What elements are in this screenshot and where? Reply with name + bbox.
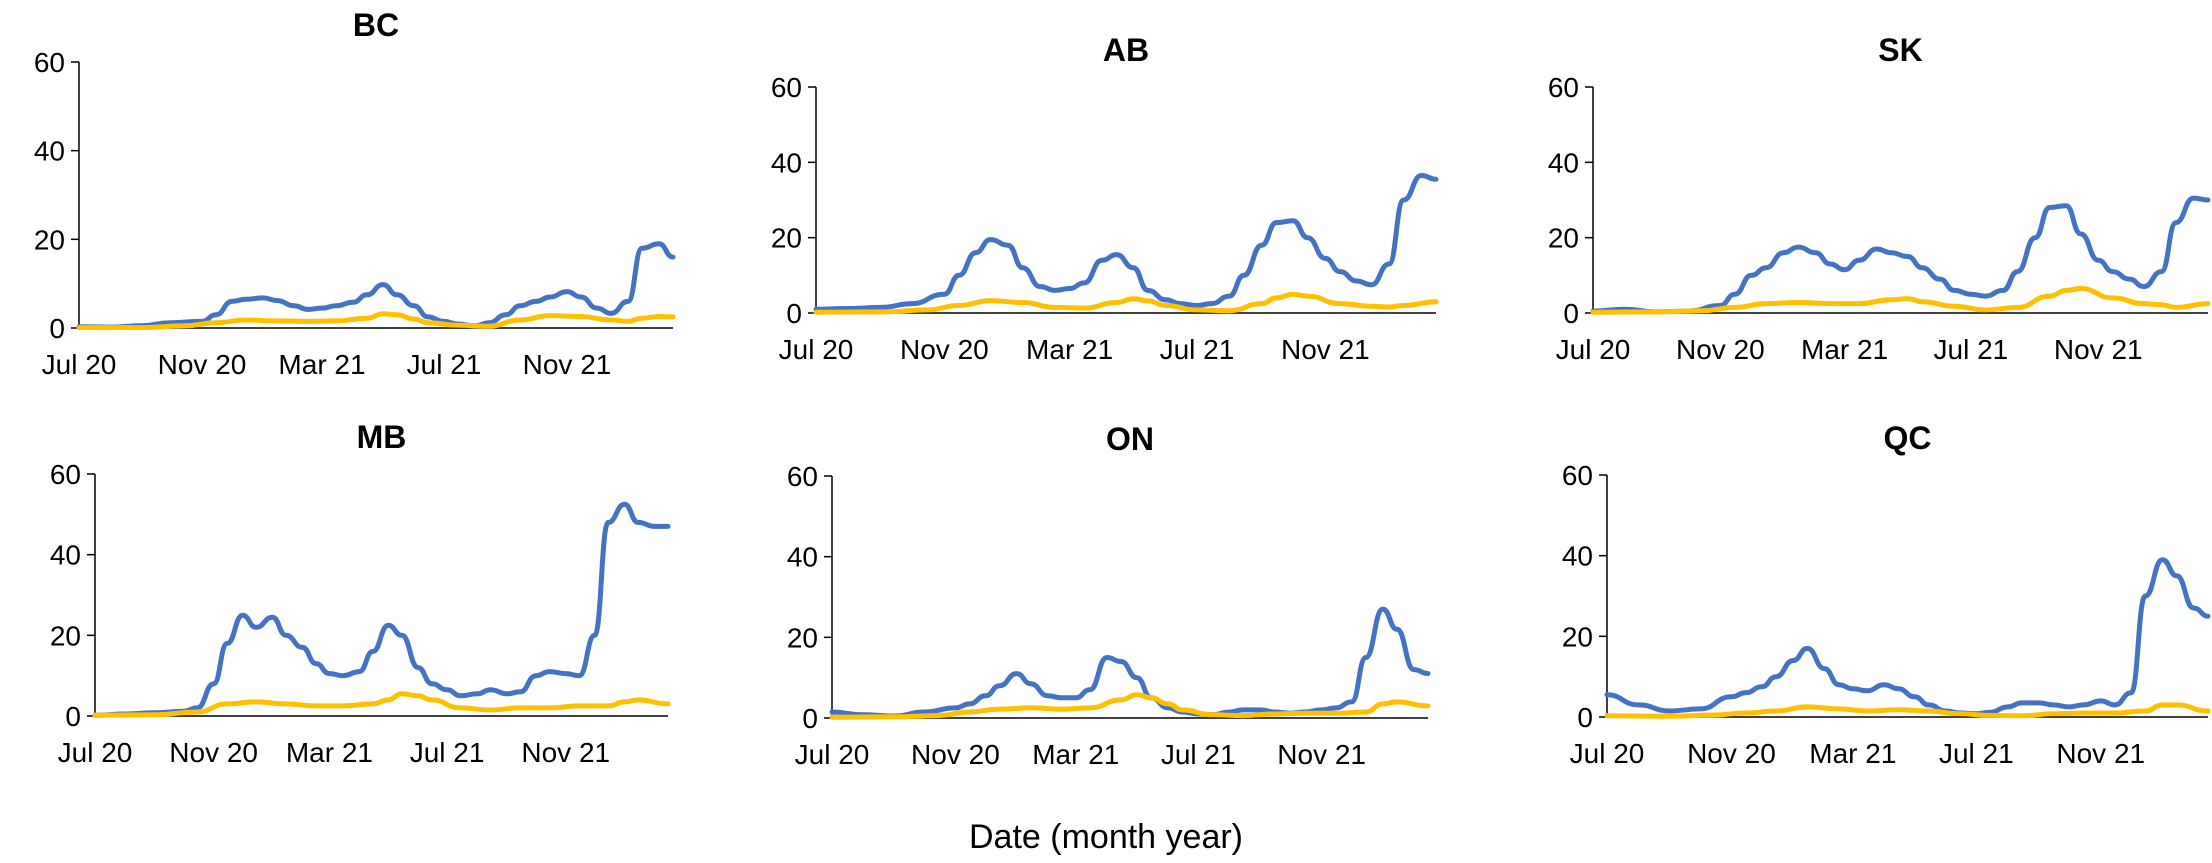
x-tick-label: Jul 20 — [779, 334, 854, 365]
x-tick-label: Mar 21 — [278, 349, 365, 380]
x-tick-label: Jul 21 — [1160, 334, 1235, 365]
series-line-2 — [1590, 286, 2211, 315]
x-tick-label: Nov 20 — [911, 739, 1000, 770]
x-tick-label: Jul 20 — [1570, 738, 1645, 769]
y-tick-label: 0 — [786, 298, 802, 329]
x-tick-label: Mar 21 — [1026, 334, 1113, 365]
panel-ab: AB 0 20 40 60 Jul 20 Nov 20 Mar 21 Jul 21 Nov 21 — [771, 32, 1439, 365]
panel-on: ON 0 20 40 60 Jul 20 Nov 20 Mar 21 Jul 21 Nov 21 — [787, 421, 1431, 770]
panel-title: ON — [1106, 421, 1154, 457]
y-tick-label: 40 — [50, 540, 81, 571]
panel-title: BC — [353, 7, 399, 43]
x-tick-label: Nov 21 — [523, 349, 612, 380]
x-tick-label: Jul 20 — [795, 739, 870, 770]
series-line-2 — [1604, 702, 2211, 719]
x-axis-label: Date (month year) — [969, 818, 1243, 856]
series-line-1 — [76, 241, 676, 330]
x-tick-label: Nov 20 — [900, 334, 989, 365]
x-tick-label: Nov 21 — [1281, 334, 1370, 365]
panel-title: AB — [1103, 32, 1149, 68]
x-tick-label: Nov 21 — [1277, 739, 1366, 770]
x-tick-label: Mar 21 — [1032, 739, 1119, 770]
x-tick-label: Jul 20 — [58, 737, 133, 768]
panel-title: MB — [357, 419, 407, 455]
y-tick-label: 60 — [34, 47, 65, 78]
x-tick-label: Jul 21 — [1939, 738, 2014, 769]
series-line-2 — [76, 311, 676, 331]
series-line-1 — [813, 173, 1439, 312]
panel-mb: MB 0 20 40 60 Jul 20 Nov 20 Mar 21 Jul 21 Nov 21 — [50, 419, 671, 768]
panel-title: QC — [1884, 420, 1932, 456]
panel-title: SK — [1878, 32, 1922, 68]
x-tick-label: Nov 20 — [169, 737, 258, 768]
x-tick-label: Jul 21 — [410, 737, 485, 768]
series-line-2 — [813, 291, 1439, 315]
y-tick-label: 60 — [787, 461, 818, 492]
x-tick-label: Mar 21 — [1809, 738, 1896, 769]
y-tick-label: 0 — [802, 703, 818, 734]
y-tick-label: 40 — [1548, 147, 1579, 178]
panel-bc: BC 0 20 40 60 Jul 20 Nov 20 Mar 21 Jul 21 Nov 21 — [34, 7, 676, 380]
series-line-2 — [92, 691, 671, 718]
y-tick-label: 0 — [1577, 702, 1593, 733]
y-tick-label: 20 — [50, 620, 81, 651]
y-tick-label: 60 — [50, 459, 81, 490]
series-line-2 — [829, 692, 1431, 720]
y-tick-label: 60 — [1562, 460, 1593, 491]
x-tick-label: Jul 21 — [1934, 334, 2009, 365]
x-tick-label: Jul 21 — [407, 349, 482, 380]
series-line-1 — [829, 606, 1431, 719]
x-tick-label: Nov 20 — [1687, 738, 1776, 769]
y-tick-label: 20 — [787, 622, 818, 653]
x-tick-label: Mar 21 — [1801, 334, 1888, 365]
y-tick-label: 0 — [49, 313, 65, 344]
series-line-1 — [92, 501, 671, 718]
y-tick-label: 40 — [1562, 541, 1593, 572]
panel-qc: QC 0 20 40 60 Jul 20 Nov 20 Mar 21 Jul 21 Nov 21 — [1562, 420, 2211, 769]
panel-sk: SK 0 20 40 60 Jul 20 Nov 20 Mar 21 Jul 21 Nov 21 — [1548, 32, 2211, 365]
y-tick-label: 0 — [65, 701, 81, 732]
series-line-1 — [1590, 195, 2211, 315]
x-tick-label: Mar 21 — [286, 737, 373, 768]
y-tick-label: 60 — [1548, 72, 1579, 103]
x-tick-label: Nov 21 — [2054, 334, 2143, 365]
y-tick-label: 60 — [771, 72, 802, 103]
y-tick-label: 40 — [787, 542, 818, 573]
series-line-1 — [1604, 557, 2211, 717]
x-tick-label: Nov 20 — [1676, 334, 1765, 365]
y-tick-label: 40 — [34, 136, 65, 167]
x-tick-label: Nov 21 — [2056, 738, 2145, 769]
x-tick-label: Jul 21 — [1161, 739, 1236, 770]
y-tick-label: 20 — [1562, 621, 1593, 652]
y-tick-label: 20 — [771, 223, 802, 254]
x-tick-label: Jul 20 — [42, 349, 117, 380]
y-tick-label: 0 — [1563, 298, 1579, 329]
y-tick-label: 40 — [771, 147, 802, 178]
y-tick-label: 20 — [34, 224, 65, 255]
x-tick-label: Jul 20 — [1556, 334, 1631, 365]
x-tick-label: Nov 21 — [521, 737, 610, 768]
x-tick-label: Nov 20 — [158, 349, 247, 380]
y-tick-label: 20 — [1548, 223, 1579, 254]
